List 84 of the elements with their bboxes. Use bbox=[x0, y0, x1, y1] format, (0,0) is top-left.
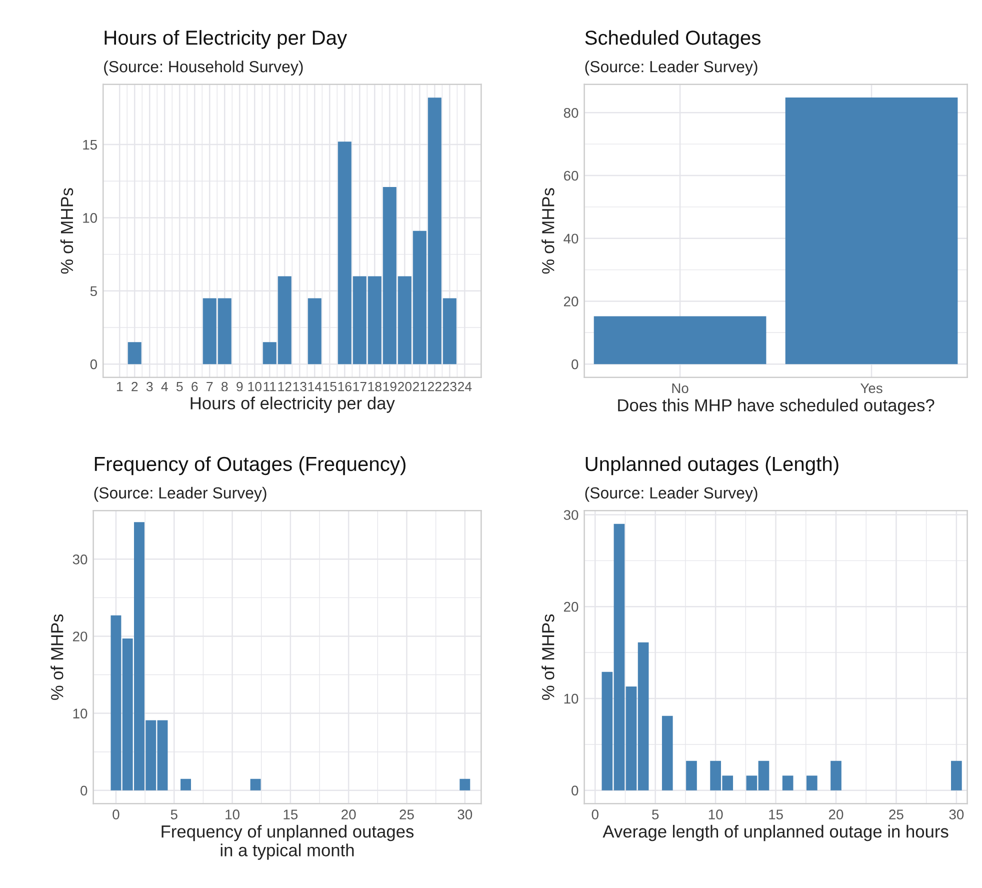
y-tick-label: 10 bbox=[564, 694, 578, 704]
y-tick-label: 0 bbox=[572, 786, 578, 796]
x-axis-title: Does this MHP have scheduled outages? bbox=[618, 398, 934, 415]
x-tick-label: 17 bbox=[353, 382, 366, 392]
y-tick-label: 15 bbox=[83, 140, 97, 150]
y-tick-label: 30 bbox=[564, 510, 578, 520]
x-tick-label: 10 bbox=[226, 810, 240, 820]
chart-subtitle: (Source: Household Survey) bbox=[104, 60, 303, 76]
x-tick-label: 24 bbox=[458, 382, 472, 392]
x-tick-label: 15 bbox=[323, 382, 336, 392]
y-tick-label: 20 bbox=[564, 296, 578, 306]
chart-title: Hours of Electricity per Day bbox=[104, 30, 348, 49]
x-tick-label: 5 bbox=[170, 810, 178, 820]
bar bbox=[460, 778, 470, 790]
chart-subtitle: (Source: Leader Survey) bbox=[585, 60, 758, 76]
y-tick-label: 30 bbox=[72, 554, 88, 564]
bar bbox=[782, 776, 794, 790]
x-tick-label: Yes bbox=[860, 383, 882, 394]
x-tick-label: 14 bbox=[308, 382, 322, 392]
bar bbox=[250, 778, 261, 790]
y-tick-label: 0 bbox=[572, 359, 578, 370]
x-tick-label: 1 bbox=[116, 382, 123, 392]
x-tick-label: 15 bbox=[284, 810, 298, 820]
y-axis-title: % of MHPs bbox=[542, 614, 554, 700]
x-tick-label: 20 bbox=[828, 810, 844, 820]
x-tick-label: 3 bbox=[146, 382, 153, 392]
x-axis-title: Hours of electricity per day bbox=[190, 396, 395, 413]
bar bbox=[830, 760, 842, 790]
x-tick-label: 20 bbox=[398, 382, 412, 392]
x-tick-label: 16 bbox=[338, 382, 352, 392]
x-tick-label: 22 bbox=[428, 382, 442, 392]
x-tick-label: 5 bbox=[176, 382, 183, 392]
x-tick-label: 6 bbox=[192, 382, 198, 392]
chart-title: Frequency of Outages (Frequency) bbox=[94, 456, 406, 476]
x-tick-label: 10 bbox=[708, 810, 723, 820]
y-axis-title: % of MHPs bbox=[542, 188, 554, 274]
bar bbox=[951, 760, 962, 790]
x-axis-title: Frequency of unplanned outages in a typical month bbox=[162, 824, 414, 860]
x-tick-label: 0 bbox=[112, 810, 120, 820]
chart-subtitle: (Source: Leader Survey) bbox=[585, 486, 758, 502]
bar bbox=[662, 716, 673, 790]
x-tick-label: 21 bbox=[412, 382, 426, 392]
bar bbox=[308, 298, 322, 364]
y-tick-label: 10 bbox=[83, 213, 98, 223]
x-tick-label: 5 bbox=[652, 810, 659, 820]
y-tick-label: 5 bbox=[90, 286, 97, 296]
x-tick-label: 9 bbox=[236, 382, 243, 392]
bar bbox=[128, 342, 142, 364]
bar bbox=[686, 760, 697, 790]
y-tick-label: 40 bbox=[564, 234, 578, 244]
x-tick-label: 11 bbox=[264, 382, 276, 392]
chart-title: Unplanned outages (Length) bbox=[586, 456, 838, 476]
x-tick-label: 30 bbox=[458, 810, 472, 820]
bar bbox=[180, 778, 191, 790]
y-tick-label: 80 bbox=[564, 108, 578, 118]
y-tick-label: 20 bbox=[72, 632, 88, 642]
chart-title: Scheduled Outages bbox=[585, 30, 760, 49]
x-tick-label: 30 bbox=[949, 810, 964, 820]
x-tick-label: 12 bbox=[278, 382, 292, 392]
x-tick-label: 8 bbox=[222, 382, 228, 392]
y-tick-label: 20 bbox=[564, 602, 578, 612]
x-tick-label: 25 bbox=[889, 810, 904, 820]
x-tick-label: 18 bbox=[368, 382, 382, 392]
x-tick-label: 13 bbox=[293, 382, 306, 392]
x-tick-label: 10 bbox=[248, 382, 262, 392]
x-tick-label: 20 bbox=[342, 810, 356, 820]
x-tick-label: 23 bbox=[443, 382, 456, 392]
bar bbox=[806, 776, 818, 790]
y-tick-label: 60 bbox=[564, 170, 578, 181]
x-tick-label: No bbox=[672, 383, 688, 394]
x-tick-label: 2 bbox=[132, 382, 138, 392]
y-tick-label: 10 bbox=[73, 708, 88, 718]
chart-subtitle: (Source: Leader Survey) bbox=[94, 486, 266, 502]
x-tick-label: 15 bbox=[769, 810, 783, 820]
y-axis-title: % of MHPs bbox=[60, 188, 74, 274]
y-tick-label: 0 bbox=[80, 786, 88, 796]
x-tick-label: 25 bbox=[400, 810, 414, 820]
x-tick-label: 7 bbox=[206, 382, 213, 392]
y-tick-label: 0 bbox=[90, 359, 98, 370]
x-axis-title: Average length of unplanned outage in hours bbox=[602, 824, 948, 842]
x-tick-label: 4 bbox=[161, 382, 168, 392]
x-tick-label: 0 bbox=[592, 810, 598, 820]
y-axis-title: % of MHPs bbox=[50, 614, 64, 700]
x-tick-label: 19 bbox=[383, 382, 396, 392]
